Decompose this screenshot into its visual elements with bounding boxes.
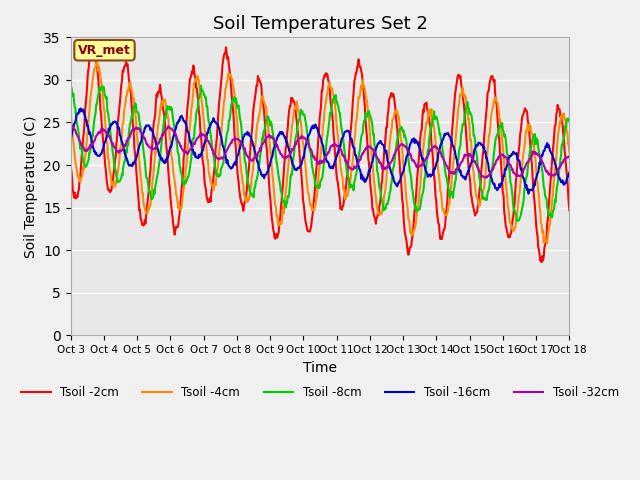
Text: VR_met: VR_met [78, 44, 131, 57]
X-axis label: Time: Time [303, 360, 337, 374]
Legend: Tsoil -2cm, Tsoil -4cm, Tsoil -8cm, Tsoil -16cm, Tsoil -32cm: Tsoil -2cm, Tsoil -4cm, Tsoil -8cm, Tsoi… [17, 382, 623, 404]
Y-axis label: Soil Temperature (C): Soil Temperature (C) [24, 115, 38, 258]
Title: Soil Temperatures Set 2: Soil Temperatures Set 2 [212, 15, 428, 33]
